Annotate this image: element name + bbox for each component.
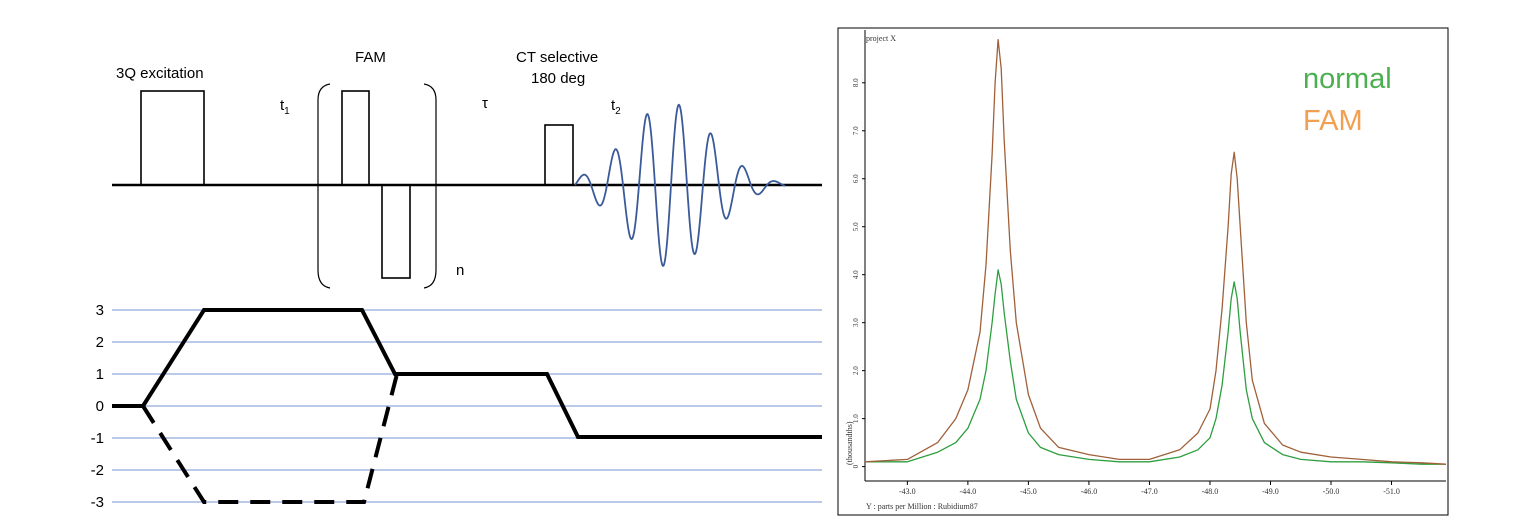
t2-label: t2 [611,97,621,117]
y-tick-label: 1.0 [852,414,860,423]
y-tick-label: 6.0 [852,174,860,183]
fam-label: FAM [355,49,386,66]
coherence-path-dashed [141,373,399,504]
x-tick-label: -50.0 [1323,487,1340,496]
legend: normal FAM [1303,63,1392,137]
level-label: 0 [96,398,104,415]
y-tick-label: 5.0 [852,222,860,231]
level-label: 3 [96,302,104,319]
legend-entry-normal: normal [1303,63,1392,95]
x-tick-label: -48.0 [1202,487,1219,496]
level-label: -2 [91,462,104,479]
level-label: -3 [91,494,104,511]
series-line-fam [864,38,1447,465]
spectrum-chart: project X Y : parts per Million : Rubidi… [837,27,1449,516]
legend-entry-fam: FAM [1303,105,1363,137]
y-tick-label: 2.0 [852,366,860,375]
chart-title: project X [866,34,896,43]
pulse-sequence: 3Q excitation FAM CT selective 180 deg t… [112,49,822,289]
right-bracket [423,83,437,289]
x-tick-label: -51.0 [1383,487,1400,496]
spectrum-border [837,27,1449,516]
x-tick-label: -49.0 [1262,487,1279,496]
ct-selective-label: CT selective [516,49,598,66]
y-tick-label: 0 [852,464,860,468]
x-tick-label: -46.0 [1081,487,1098,496]
x-tick-label: -44.0 [960,487,977,496]
ct-degree-label: 180 deg [531,70,585,87]
spectrum-series [864,38,1447,465]
tau-label: τ [482,95,488,112]
x-axis-label: Y : parts per Million : Rubidium87 [866,502,978,511]
t1-label: t1 [280,97,290,117]
left-bracket [317,83,331,289]
y-tick-label: 3.0 [852,318,860,327]
coherence-level-grid: 3 2 1 0 -1 -2 -3 [91,302,822,511]
level-label: 2 [96,334,104,351]
y-tick-label: 7.0 [852,126,860,135]
excitation-pulse [140,90,205,186]
fam-positive-pulse [341,90,370,186]
x-ticks: -43.0 -44.0 -45.0 -46.0 -47.0 -48.0 -49.0 -50.0… [899,481,1400,496]
ct-selective-pulse [544,124,574,186]
x-tick-label: -45.0 [1020,487,1037,496]
y-ticks: 0 1.0 2.0 3.0 4.0 5.0 6.0 7.0 8.0 [852,78,865,468]
repeat-n-label: n [456,262,464,279]
fid-signal [574,103,786,267]
fam-negative-pulse [381,184,411,279]
excitation-label: 3Q excitation [116,65,204,82]
y-tick-label: 8.0 [852,78,860,87]
y-tick-label: 4.0 [852,270,860,279]
coherence-path-solid [112,308,822,439]
level-label: -1 [91,430,104,447]
x-tick-label: -43.0 [899,487,916,496]
series-line-normal [865,269,1446,465]
coherence-pathway: 3 2 1 0 -1 -2 -3 [91,302,822,511]
x-tick-label: -47.0 [1141,487,1158,496]
level-label: 1 [96,366,104,383]
y-axis-label: (thousandths) [845,421,854,465]
